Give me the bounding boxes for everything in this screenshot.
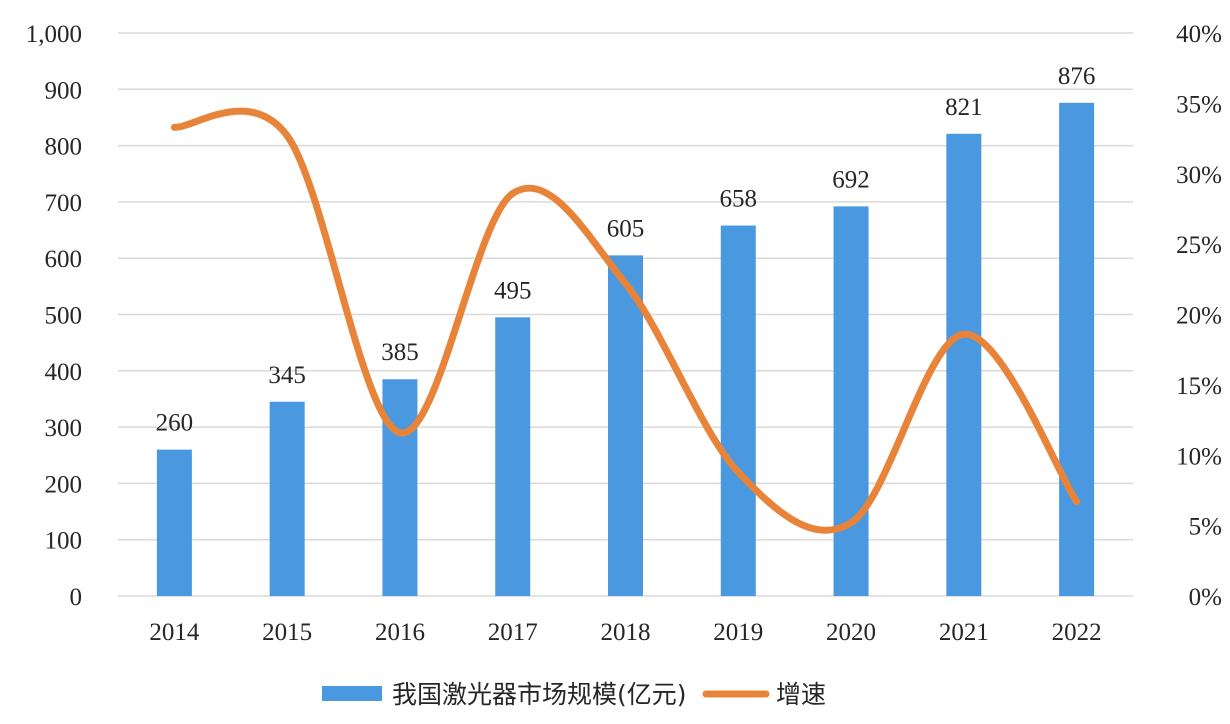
y-right-tick-label: 0% xyxy=(1189,584,1222,611)
bar-2017 xyxy=(495,317,531,596)
data-label-2018: 605 xyxy=(607,215,645,242)
bar-series xyxy=(156,102,1095,597)
x-tick-label: 2019 xyxy=(713,619,763,646)
y-left-tick-label: 0 xyxy=(70,584,83,611)
x-tick-label: 2022 xyxy=(1052,619,1102,646)
data-labels: 260 345 385 495 605 658 692 821 876 xyxy=(156,63,1096,437)
data-label-2017: 495 xyxy=(494,277,532,304)
y-right-tick-label: 25% xyxy=(1176,232,1222,259)
y-right-tick-label: 30% xyxy=(1176,162,1222,189)
x-tick-label: 2014 xyxy=(149,619,200,646)
line-series xyxy=(170,107,1081,534)
data-label-2016: 385 xyxy=(381,339,419,366)
y-right-tick-label: 35% xyxy=(1176,91,1222,118)
bar-2022 xyxy=(1059,102,1095,596)
bar-2019 xyxy=(720,225,756,596)
y-left-tick-label: 600 xyxy=(45,246,83,273)
bar-2018 xyxy=(608,255,643,596)
y-right-tick-label: 40% xyxy=(1176,21,1222,48)
data-label-2019: 658 xyxy=(720,186,758,213)
y-left-tick-label: 1,000 xyxy=(26,21,82,48)
x-tick-label: 2021 xyxy=(939,619,989,646)
x-tick-label: 2017 xyxy=(488,619,538,646)
x-tick-label: 2020 xyxy=(826,619,876,646)
y-right-tick-label: 5% xyxy=(1189,514,1222,541)
bar-2016 xyxy=(382,379,418,596)
y-left-tick-label: 500 xyxy=(45,303,83,330)
x-tick-label: 2015 xyxy=(262,619,312,646)
data-label-2022: 876 xyxy=(1058,63,1096,90)
y-left-tick-label: 200 xyxy=(45,471,83,498)
right-axis: 0% 5% 10% 15% 20% 25% 30% 35% 40% xyxy=(1176,21,1222,611)
legend-label-line: 增速 xyxy=(776,680,826,709)
growth-rate-line xyxy=(170,107,1081,534)
legend: 我国激光器市场规模(亿元) 增速 xyxy=(322,680,826,709)
data-label-2014: 260 xyxy=(156,410,194,437)
data-label-2015: 345 xyxy=(268,362,306,389)
y-left-tick-label: 400 xyxy=(45,359,83,386)
y-right-tick-label: 10% xyxy=(1176,443,1222,470)
data-label-2020: 692 xyxy=(832,166,870,193)
y-right-tick-label: 15% xyxy=(1176,373,1222,400)
bar-2015 xyxy=(269,401,305,596)
bar-2014 xyxy=(156,449,192,596)
x-tick-label: 2016 xyxy=(375,619,425,646)
y-left-tick-label: 900 xyxy=(45,77,83,104)
legend-swatch-bar xyxy=(322,686,382,701)
x-axis: 2014 2015 2016 2017 2018 2019 2020 2021 2022 xyxy=(149,619,1101,646)
y-left-tick-label: 100 xyxy=(45,528,83,555)
y-left-tick-label: 300 xyxy=(45,415,83,442)
y-left-tick-label: 700 xyxy=(45,190,83,217)
bar-2021 xyxy=(946,133,982,597)
data-label-2021: 821 xyxy=(945,94,983,121)
x-tick-label: 2018 xyxy=(601,619,651,646)
y-left-tick-label: 800 xyxy=(45,134,83,161)
y-right-tick-label: 20% xyxy=(1176,303,1222,330)
left-axis: 0 100 200 300 400 500 600 700 800 900 1,000 xyxy=(26,21,82,611)
bar-2020 xyxy=(833,206,869,597)
legend-label-bar: 我国激光器市场规模(亿元) xyxy=(392,680,687,709)
